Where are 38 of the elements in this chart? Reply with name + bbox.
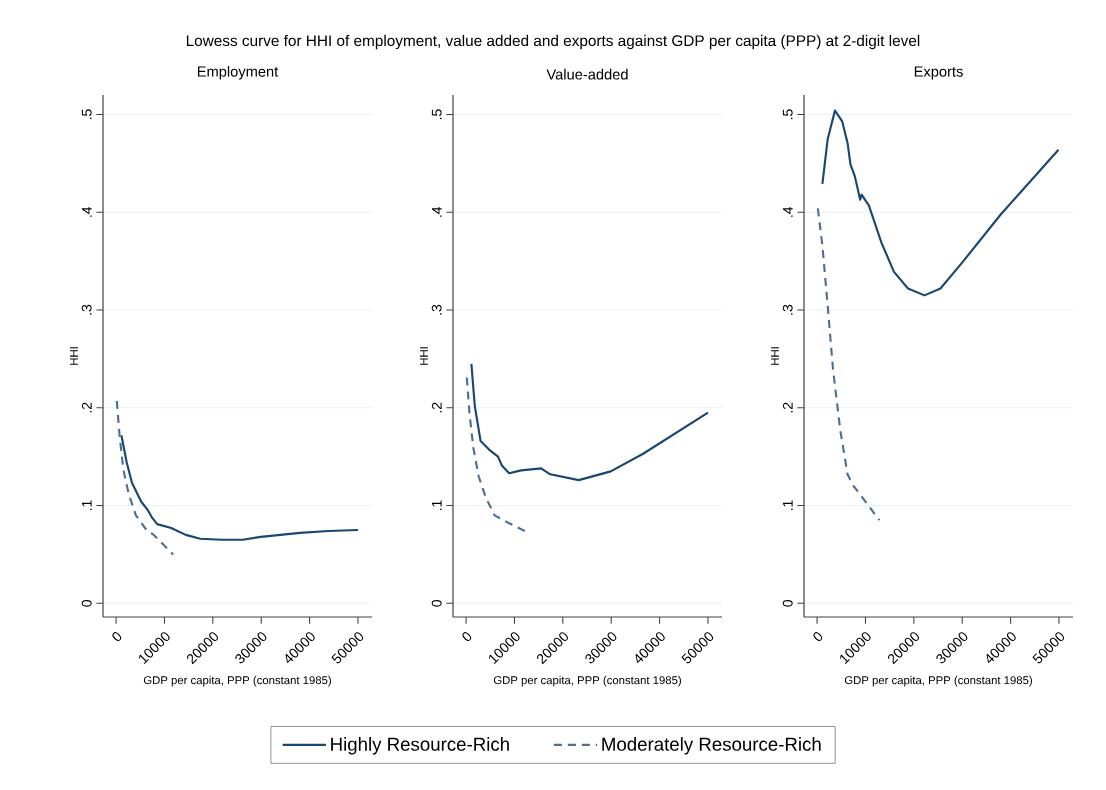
y-tick-label: .3	[782, 304, 793, 315]
y-tick-label: .4	[82, 206, 92, 217]
y-tick-label: .3	[81, 304, 92, 315]
line-series	[115, 399, 175, 556]
y-axis-title: HHI	[70, 347, 78, 365]
y-tick-label: .2	[431, 402, 442, 413]
x-tick-label: 0	[813, 632, 823, 642]
line-series	[816, 207, 881, 522]
legend-label: Highly Resource-Rich	[331, 737, 509, 755]
y-tick-label: .4	[783, 206, 793, 217]
x-axis-title: GDP per capita, PPP (constant 1985)	[493, 675, 681, 687]
chart-title: Exports	[914, 66, 963, 80]
y-tick-label: .1	[783, 500, 793, 511]
y-tick-label: .5	[81, 109, 92, 120]
y-tick-label: .2	[81, 402, 92, 413]
chart-title: Value-added	[546, 68, 628, 80]
y-tick-label: .1	[82, 500, 92, 511]
line-series	[821, 109, 1060, 297]
y-tick-label: 0	[782, 599, 793, 607]
text: Lowess curve for HHI of employment, value added and exports against GDP per capita (PPP) at 2-digit level	[186, 34, 920, 50]
x-tick-label: 0	[462, 632, 472, 642]
y-tick-label: 0	[81, 599, 92, 607]
y-axis-title: HHI	[771, 347, 779, 365]
y-tick-label: .2	[782, 402, 793, 413]
line-series	[470, 362, 710, 482]
y-tick-label: .3	[431, 304, 442, 315]
x-axis-title: GDP per capita, PPP (constant 1985)	[844, 675, 1032, 687]
y-tick-label: .5	[782, 109, 793, 120]
x-tick-label: 0	[112, 632, 122, 642]
y-tick-label: .1	[432, 500, 442, 511]
line-series	[120, 434, 360, 541]
chart-title: Employment	[197, 65, 279, 80]
y-axis-title: HHI	[420, 347, 428, 365]
x-axis-title: GDP per capita, PPP (constant 1985)	[143, 675, 331, 687]
y-tick-label: 0	[431, 599, 442, 607]
y-tick-label: .5	[431, 109, 442, 120]
y-tick-label: .4	[432, 206, 442, 217]
legend-label: Moderately Resource-Rich	[602, 737, 821, 755]
